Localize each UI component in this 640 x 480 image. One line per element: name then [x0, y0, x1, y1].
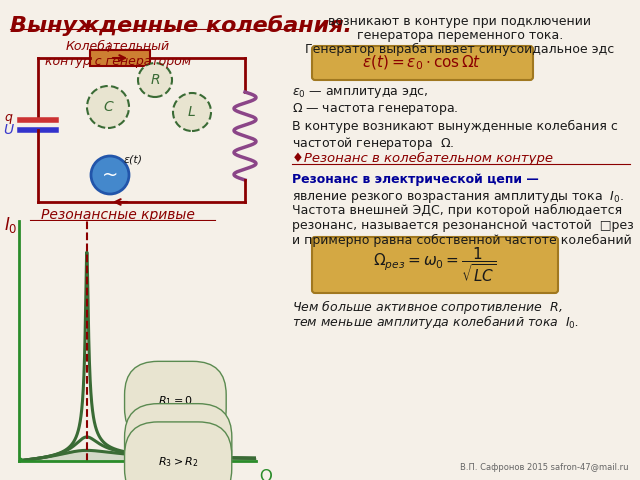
- FancyBboxPatch shape: [90, 50, 150, 66]
- Circle shape: [173, 93, 211, 131]
- Text: Резонансные кривые: Резонансные кривые: [41, 208, 195, 222]
- Text: $\Omega$: $\Omega$: [259, 468, 273, 480]
- Text: ~: ~: [102, 166, 118, 184]
- Text: частотой генератора  $\Omega$.: частотой генератора $\Omega$.: [292, 135, 454, 152]
- Text: Колебательный
контур с генератором: Колебательный контур с генератором: [45, 40, 191, 68]
- Text: тем меньше амплитуда колебаний тока  $I_0$.: тем меньше амплитуда колебаний тока $I_0…: [292, 313, 579, 331]
- Text: Частота внешней ЭДС, при которой наблюдается: Частота внешней ЭДС, при которой наблюда…: [292, 204, 622, 217]
- Text: и примерно равна собственной частоте колебаний: и примерно равна собственной частоте кол…: [292, 234, 632, 247]
- Text: Чем больше активное сопротивление  $R$,: Чем больше активное сопротивление $R$,: [292, 298, 563, 316]
- Text: Генератор вырабатывает синусоидальное эдс: Генератор вырабатывает синусоидальное эд…: [305, 43, 614, 56]
- Text: $\varepsilon(t) = \varepsilon_0 \cdot \cos\Omega t$: $\varepsilon(t) = \varepsilon_0 \cdot \c…: [362, 54, 482, 72]
- Text: L: L: [188, 105, 196, 119]
- FancyBboxPatch shape: [312, 46, 533, 80]
- Text: резонанс, называется резонансной частотой  □рез: резонанс, называется резонансной частото…: [292, 219, 634, 232]
- Text: $\Omega$ — частота генератора.: $\Omega$ — частота генератора.: [292, 101, 459, 117]
- Text: $R_1 = 0$: $R_1 = 0$: [158, 395, 193, 408]
- Text: В контуре возникают вынужденные колебания с: В контуре возникают вынужденные колебани…: [292, 120, 618, 133]
- Text: Вынужденные колебания.: Вынужденные колебания.: [10, 15, 352, 36]
- FancyBboxPatch shape: [312, 237, 558, 293]
- Text: В.П. Сафронов 2015 safron-47@mail.ru: В.П. Сафронов 2015 safron-47@mail.ru: [460, 463, 628, 472]
- Text: C: C: [103, 100, 113, 114]
- Circle shape: [91, 156, 129, 194]
- Text: ♦Резонанс в колебательном контуре: ♦Резонанс в колебательном контуре: [292, 152, 553, 165]
- Text: $I_0$: $I_0$: [4, 215, 18, 235]
- Text: $\Omega_{рез} = \omega_0 = \dfrac{1}{\sqrt{LC}}$: $\Omega_{рез} = \omega_0 = \dfrac{1}{\sq…: [374, 246, 497, 284]
- Text: $\varepsilon_0$ — амплитуда эдс,: $\varepsilon_0$ — амплитуда эдс,: [292, 86, 429, 100]
- Text: R: R: [150, 73, 160, 87]
- Text: явление резкого возрастания амплитуды тока  $I_0$.: явление резкого возрастания амплитуды то…: [292, 189, 624, 205]
- Text: ε(t): ε(t): [124, 155, 143, 165]
- Text: $R_3 > R_2$: $R_3 > R_2$: [158, 455, 198, 469]
- Text: i: i: [106, 42, 109, 55]
- Text: Резонанс в электрической цепи —: Резонанс в электрической цепи —: [292, 173, 539, 186]
- Text: $R_2 > R_1$: $R_2 > R_1$: [158, 437, 198, 451]
- Text: q: q: [4, 110, 12, 123]
- Circle shape: [138, 63, 172, 97]
- Text: U: U: [3, 123, 13, 137]
- Text: генератора переменного тока.: генератора переменного тока.: [357, 29, 563, 42]
- Circle shape: [87, 86, 129, 128]
- Text: возникают в контуре при подключении: возникают в контуре при подключении: [328, 15, 591, 28]
